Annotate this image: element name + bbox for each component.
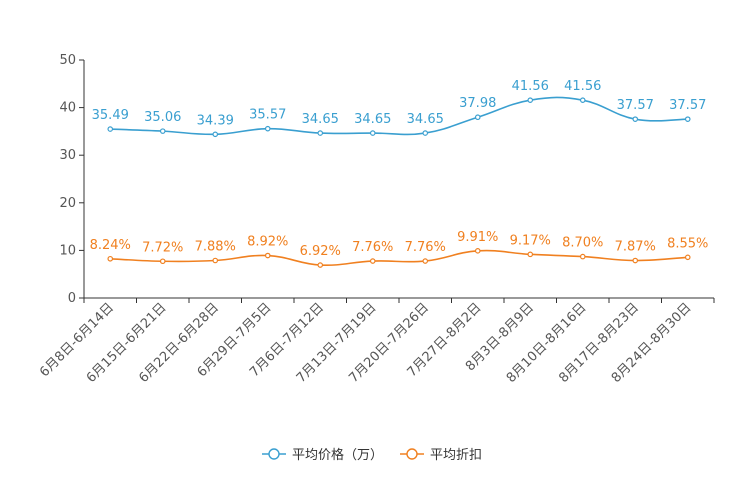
data-point[interactable] — [684, 116, 691, 122]
x-axis: 6月8日-6月14日6月15日-6月21日6月22日-6月28日6月29日-7月… — [37, 297, 715, 386]
data-point[interactable] — [212, 257, 219, 264]
y-tick-label: 30 — [59, 148, 76, 163]
y-tick-label: 0 — [68, 291, 76, 306]
data-point[interactable] — [632, 116, 639, 122]
data-label: 37.57 — [669, 98, 706, 113]
data-label: 37.98 — [459, 96, 496, 111]
data-point[interactable] — [264, 125, 271, 132]
series-line — [110, 249, 688, 267]
data-label: 6.92% — [300, 244, 341, 259]
data-label: 34.65 — [407, 112, 444, 127]
y-tick-label: 50 — [59, 53, 76, 68]
data-label: 37.57 — [617, 98, 654, 113]
data-label: 9.17% — [510, 233, 551, 248]
data-point[interactable] — [212, 131, 219, 138]
data-label: 7.72% — [142, 240, 183, 255]
data-point[interactable] — [632, 257, 639, 264]
data-label: 35.57 — [249, 108, 286, 123]
legend-item-avg-discount[interactable]: 平均折扣 — [400, 448, 482, 463]
series-line — [110, 96, 688, 136]
data-label: 9.91% — [457, 230, 498, 245]
y-axis: 0 10 20 30 40 50 — [59, 53, 85, 306]
data-point[interactable] — [107, 126, 114, 132]
data-point[interactable] — [369, 258, 376, 264]
data-point[interactable] — [159, 128, 166, 134]
data-point[interactable] — [579, 97, 586, 103]
data-label: 7.87% — [615, 240, 656, 255]
series-avg-discount: 8.24% 7.72% 7.88% 8.92% 6.92% 7.76% 7.76% 9.91%… — [90, 230, 708, 268]
data-point[interactable] — [422, 258, 429, 264]
data-point[interactable] — [107, 255, 114, 262]
data-point[interactable] — [684, 254, 691, 261]
legend[interactable]: 平均价格（万） 平均折扣 — [262, 447, 482, 463]
series-layer: 35.49 35.06 34.39 35.57 34.65 34.65 34.65 37.98… — [90, 79, 708, 268]
y-tick-label: 10 — [59, 243, 76, 258]
legend-item-avg-price[interactable]: 平均价格（万） — [262, 447, 383, 463]
data-label: 7.76% — [405, 240, 446, 255]
data-label: 7.88% — [195, 239, 236, 254]
legend-marker-icon — [268, 448, 280, 460]
data-label: 7.76% — [352, 240, 393, 255]
data-point[interactable] — [474, 114, 481, 121]
data-point[interactable] — [264, 252, 271, 259]
data-label: 8.24% — [90, 238, 131, 253]
data-point[interactable] — [159, 258, 166, 265]
data-point[interactable] — [317, 130, 324, 136]
data-label: 8.92% — [247, 235, 288, 250]
data-label: 41.56 — [512, 79, 549, 94]
series-avg-price: 35.49 35.06 34.39 35.57 34.65 34.65 34.65 37.98… — [92, 79, 706, 138]
data-point[interactable] — [579, 253, 586, 260]
data-point[interactable] — [317, 262, 324, 268]
data-point[interactable] — [369, 130, 376, 136]
data-point[interactable] — [422, 130, 429, 136]
legend-label: 平均价格（万） — [292, 447, 383, 463]
data-label: 8.55% — [667, 236, 708, 251]
data-point[interactable] — [527, 251, 534, 258]
legend-label: 平均折扣 — [430, 448, 482, 463]
data-label: 34.65 — [354, 112, 391, 127]
data-label: 8.70% — [562, 236, 603, 251]
data-label: 35.06 — [144, 110, 181, 125]
data-label: 35.49 — [92, 108, 129, 123]
data-label: 34.65 — [302, 112, 339, 127]
data-point[interactable] — [527, 97, 534, 103]
data-label: 34.39 — [197, 113, 234, 128]
y-tick-label: 20 — [59, 196, 76, 211]
y-tick-label: 40 — [59, 101, 76, 116]
legend-marker-icon — [406, 448, 418, 460]
data-point[interactable] — [474, 248, 481, 254]
data-label: 41.56 — [564, 79, 601, 94]
